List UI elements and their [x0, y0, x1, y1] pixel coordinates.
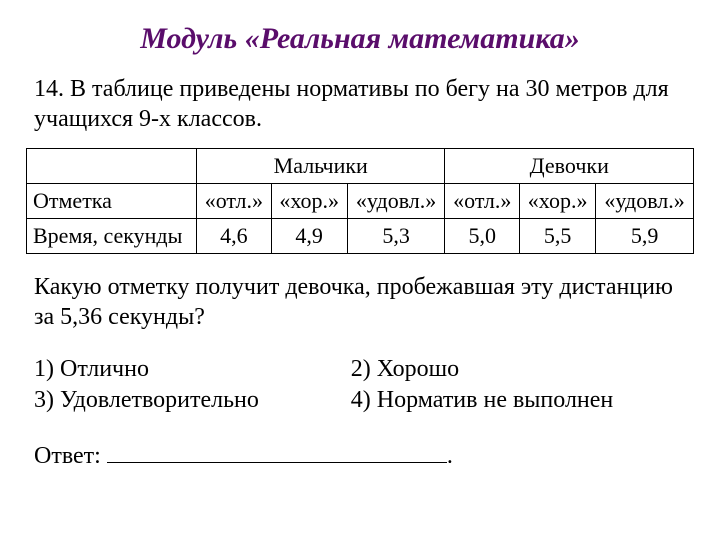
- table-corner: [27, 149, 197, 184]
- answer-label: Ответ:: [34, 443, 107, 469]
- answer-line: Ответ: .: [34, 438, 694, 470]
- group-header-boys: Мальчики: [197, 149, 445, 184]
- question-text: Какую отметку получит девочка, пробежавш…: [34, 272, 694, 332]
- time-cell: 5,5: [520, 219, 596, 254]
- time-cell: 4,9: [271, 219, 347, 254]
- problem-statement: 14. В таблице приведены нормативы по бег…: [34, 74, 694, 134]
- option-4: 4) Норматив не выполнен: [351, 385, 694, 416]
- norms-table: Мальчики Девочки Отметка «отл.» «хор.» «…: [26, 148, 694, 254]
- time-cell: 5,9: [596, 219, 694, 254]
- answer-options: 1) Отлично 3) Удовлетворительно 2) Хорош…: [34, 354, 694, 416]
- grade-cell: «удовл.»: [596, 184, 694, 219]
- grade-cell: «удовл.»: [347, 184, 445, 219]
- row-label-time: Время, секунды: [27, 219, 197, 254]
- option-1: 1) Отлично: [34, 354, 351, 385]
- time-cell: 5,3: [347, 219, 445, 254]
- grade-cell: «хор.»: [520, 184, 596, 219]
- grade-cell: «отл.»: [197, 184, 272, 219]
- answer-blank[interactable]: [107, 438, 447, 463]
- option-3: 3) Удовлетворительно: [34, 385, 351, 416]
- grade-cell: «хор.»: [271, 184, 347, 219]
- time-cell: 5,0: [445, 219, 520, 254]
- option-2: 2) Хорошо: [351, 354, 694, 385]
- grade-cell: «отл.»: [445, 184, 520, 219]
- module-title: Модуль «Реальная математика»: [26, 22, 694, 56]
- group-header-girls: Девочки: [445, 149, 694, 184]
- time-cell: 4,6: [197, 219, 272, 254]
- row-label-grade: Отметка: [27, 184, 197, 219]
- answer-period: .: [447, 443, 453, 469]
